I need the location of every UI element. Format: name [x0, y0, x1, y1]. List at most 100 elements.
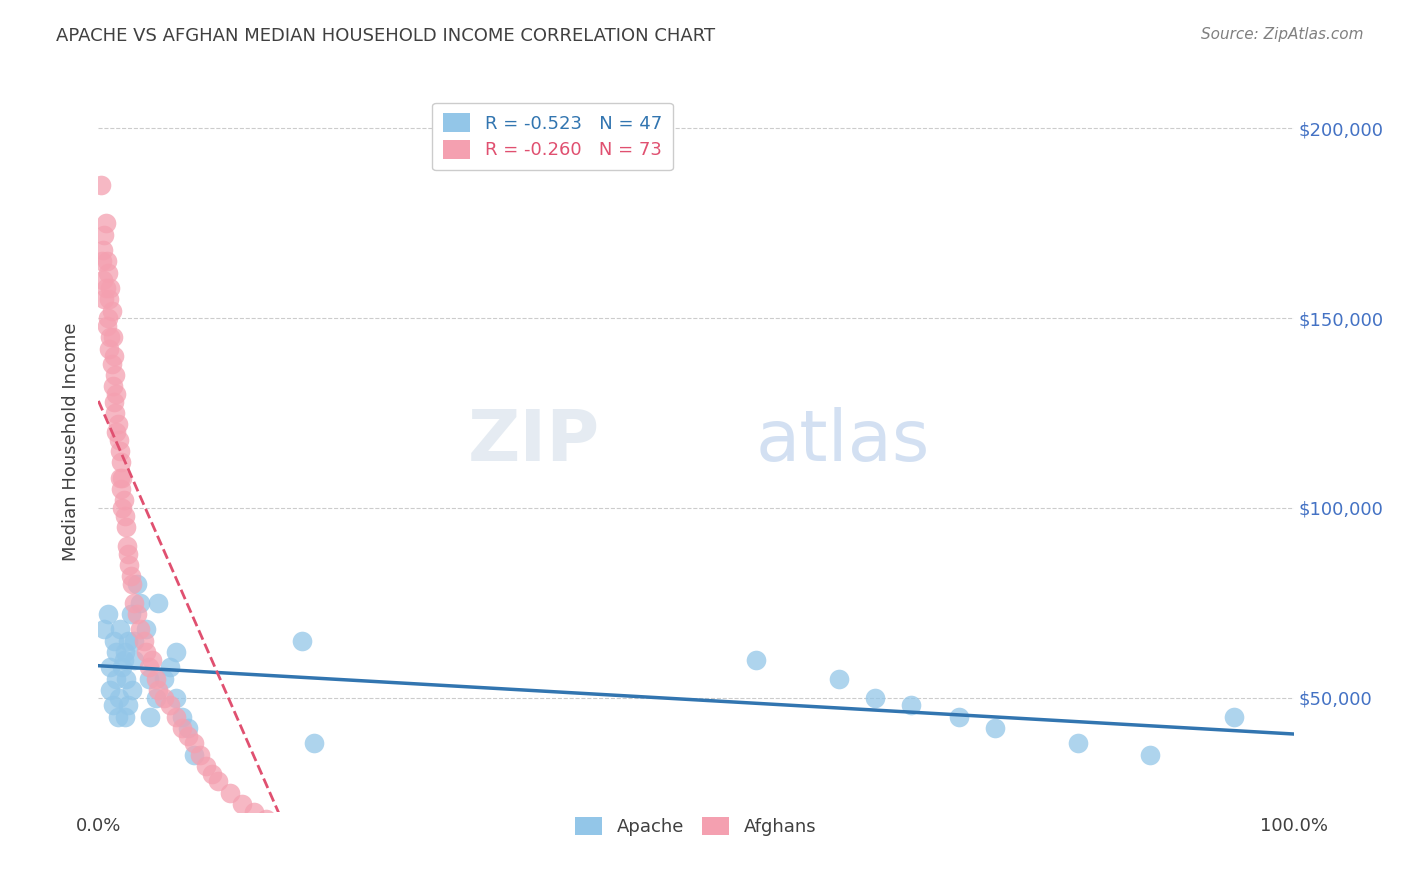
Point	[91, 254, 114, 268]
Point	[100, 357, 122, 371]
Point	[141, 653, 163, 667]
Point	[98, 342, 121, 356]
Point	[177, 729, 200, 743]
Point	[125, 577, 148, 591]
Point	[101, 698, 124, 713]
Point	[96, 318, 118, 333]
Point	[1223, 710, 1246, 724]
Point	[125, 607, 148, 622]
Point	[291, 633, 314, 648]
Point	[195, 759, 218, 773]
Point	[138, 660, 160, 674]
Point	[172, 710, 194, 724]
Point	[183, 747, 205, 762]
Point	[165, 710, 187, 724]
Text: Source: ZipAtlas.com: Source: ZipAtlas.com	[1201, 27, 1364, 42]
Point	[115, 672, 138, 686]
Point	[177, 721, 200, 735]
Point	[291, 843, 314, 857]
Point	[107, 417, 129, 432]
Point	[93, 292, 115, 306]
Text: ZIP: ZIP	[468, 407, 600, 476]
Point	[94, 216, 117, 230]
Point	[129, 623, 152, 637]
Point	[107, 690, 129, 705]
Point	[159, 660, 181, 674]
Point	[108, 623, 131, 637]
Point	[107, 433, 129, 447]
Point	[112, 653, 135, 667]
Point	[159, 698, 181, 713]
Point	[103, 394, 125, 409]
Point	[105, 425, 128, 439]
Point	[231, 797, 253, 811]
Point	[115, 520, 138, 534]
Point	[98, 660, 122, 674]
Point	[350, 869, 373, 883]
Point	[93, 623, 115, 637]
Point	[135, 645, 157, 659]
Point	[117, 698, 139, 713]
Point	[148, 596, 170, 610]
Point	[1139, 747, 1161, 762]
Text: APACHE VS AFGHAN MEDIAN HOUSEHOLD INCOME CORRELATION CHART: APACHE VS AFGHAN MEDIAN HOUSEHOLD INCOME…	[56, 27, 716, 45]
Point	[114, 645, 136, 659]
Point	[121, 577, 143, 591]
Point	[326, 862, 349, 876]
Point	[101, 330, 124, 344]
Point	[1067, 736, 1090, 750]
Point	[124, 633, 146, 648]
Point	[111, 500, 134, 515]
Point	[145, 690, 167, 705]
Point	[145, 672, 167, 686]
Point	[115, 539, 138, 553]
Y-axis label: Median Household Income: Median Household Income	[62, 322, 80, 561]
Point	[110, 455, 132, 469]
Point	[121, 683, 143, 698]
Point	[100, 303, 122, 318]
Point	[165, 690, 187, 705]
Point	[108, 444, 131, 458]
Point	[302, 850, 325, 864]
Text: atlas: atlas	[756, 407, 931, 476]
Point	[94, 281, 117, 295]
Point	[148, 683, 170, 698]
Point	[117, 547, 139, 561]
Point	[120, 607, 142, 622]
Point	[104, 368, 127, 383]
Point	[422, 880, 444, 892]
Point	[98, 330, 122, 344]
Point	[828, 672, 851, 686]
Point	[98, 281, 122, 295]
Point	[98, 292, 121, 306]
Point	[103, 349, 125, 363]
Point	[129, 596, 152, 610]
Point	[105, 645, 128, 659]
Point	[172, 721, 194, 735]
Point	[267, 823, 290, 838]
Point	[948, 710, 970, 724]
Point	[385, 877, 409, 891]
Point	[278, 835, 301, 849]
Point	[112, 493, 135, 508]
Point	[207, 774, 229, 789]
Point	[219, 786, 242, 800]
Point	[108, 470, 131, 484]
Point	[153, 690, 176, 705]
Point	[114, 710, 136, 724]
Point	[900, 698, 922, 713]
Point	[188, 747, 211, 762]
Point	[254, 813, 277, 827]
Point	[111, 470, 134, 484]
Point	[98, 683, 122, 698]
Point	[90, 178, 112, 193]
Point	[745, 653, 768, 667]
Point	[97, 266, 120, 280]
Point	[107, 710, 129, 724]
Point	[201, 766, 224, 780]
Point	[135, 623, 157, 637]
Point	[183, 736, 205, 750]
Point	[91, 243, 114, 257]
Point	[153, 672, 176, 686]
Point	[91, 273, 114, 287]
